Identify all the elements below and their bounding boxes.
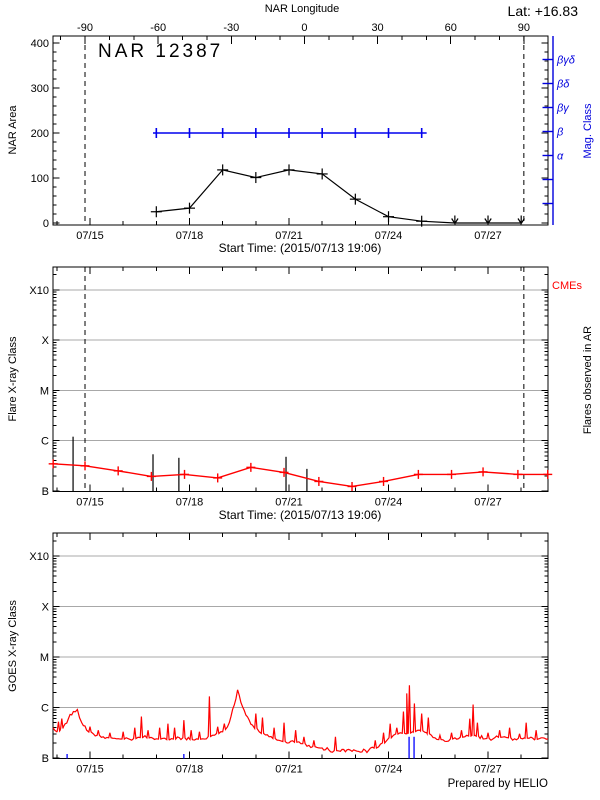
yaxis-label: X10 xyxy=(29,551,49,563)
yaxis-label: X xyxy=(42,335,50,347)
mag-class-tick-label: β xyxy=(556,127,564,139)
upper-limit-arrow xyxy=(484,218,489,224)
area-tick-label: 300 xyxy=(31,83,49,95)
longitude-tick-label: -60 xyxy=(150,22,166,34)
date-label: 07/24 xyxy=(375,230,403,242)
date-label: 07/18 xyxy=(176,230,204,242)
date-label: 07/27 xyxy=(474,764,502,776)
yaxis-label: M xyxy=(40,652,49,664)
date-label: 07/21 xyxy=(275,230,303,242)
start-time-label-middle: Start Time: (2015/07/13 19:06) xyxy=(218,508,382,522)
date-label: 07/24 xyxy=(375,764,403,776)
goes-panel-border xyxy=(52,532,549,760)
yaxis-label: X10 xyxy=(29,285,49,297)
upper-limit-arrow xyxy=(520,218,525,224)
date-label: 07/15 xyxy=(76,764,104,776)
upper-limit-arrow xyxy=(454,218,459,224)
date-label: 07/24 xyxy=(375,497,403,509)
yaxis-label: C xyxy=(41,703,49,715)
upper-limit-arrow xyxy=(487,218,492,224)
goes-flux-curve xyxy=(52,685,549,754)
flare-panel-border xyxy=(52,266,549,493)
start-time-label-top: Start Time: (2015/07/13 19:06) xyxy=(218,241,382,255)
yaxis-label: M xyxy=(40,385,49,397)
upper-limit-arrow xyxy=(517,218,522,224)
nar-area-panel-border xyxy=(52,35,549,226)
nar-area-curve xyxy=(156,169,522,224)
mag-class-axis-title: Mag. Class xyxy=(581,103,594,159)
mag-class-tick-label: βγ xyxy=(556,103,570,115)
yaxis-label: X xyxy=(42,602,50,614)
date-label: 07/18 xyxy=(176,497,204,509)
longitude-tick-label: 0 xyxy=(301,22,307,34)
date-label: 07/15 xyxy=(76,230,104,242)
longitude-tick-label: 90 xyxy=(518,22,530,34)
longitude-tick-label: 60 xyxy=(445,22,457,34)
active-region-title: NAR 12387 xyxy=(98,41,224,62)
area-tick-label: 0 xyxy=(43,218,49,230)
mag-class-tick-label: βδ xyxy=(556,79,570,91)
longitude-axis-title: NAR Longitude xyxy=(264,3,340,15)
date-label: 07/27 xyxy=(474,497,502,509)
cmes-label: CMEs xyxy=(552,280,582,292)
mag-class-tick-label: α xyxy=(557,151,564,163)
nar-area-axis-title: NAR Area xyxy=(6,105,19,155)
area-tick-label: 200 xyxy=(31,128,49,140)
upper-limit-arrow xyxy=(451,218,456,224)
date-label: 07/15 xyxy=(76,497,104,509)
background-flux-line xyxy=(53,463,548,488)
area-tick-label: 100 xyxy=(31,173,49,185)
goes-xray-axis-title: GOES X-ray Class xyxy=(6,600,19,692)
longitude-tick-label: 30 xyxy=(371,22,383,34)
latitude-label: Lat: +16.83 xyxy=(507,3,578,19)
yaxis-label: B xyxy=(42,753,49,765)
prepared-by-label: Prepared by HELIO xyxy=(447,778,548,790)
longitude-tick-label: -30 xyxy=(223,22,239,34)
date-label: 07/27 xyxy=(474,230,502,242)
flare-xray-axis-title: Flare X-ray Class xyxy=(6,336,19,422)
date-label: 07/18 xyxy=(176,764,204,776)
date-label: 07/21 xyxy=(275,497,303,509)
flares-observed-label: Flares observed in AR xyxy=(581,325,594,435)
yaxis-label: C xyxy=(41,436,49,448)
mag-class-tick-label: βγδ xyxy=(556,55,576,67)
longitude-tick-label: -90 xyxy=(77,22,93,34)
date-label: 07/21 xyxy=(275,764,303,776)
yaxis-label: B xyxy=(42,486,49,498)
area-tick-label: 400 xyxy=(31,38,49,50)
